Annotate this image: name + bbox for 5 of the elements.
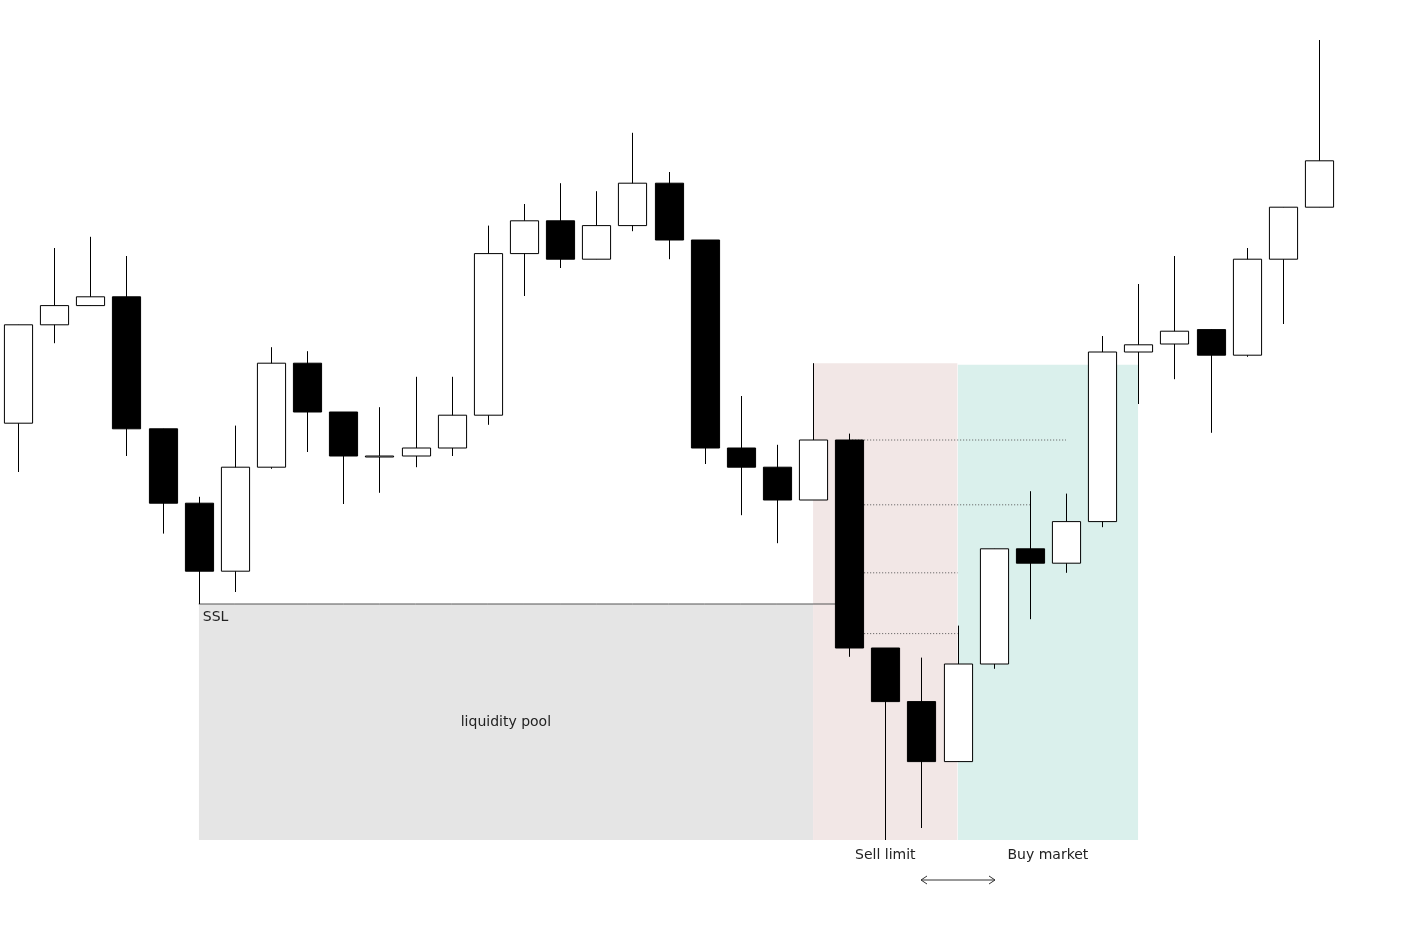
series-label: Sell limit [855, 845, 917, 862]
series-label: Buy market [1007, 845, 1089, 862]
series-label: SSL [202, 607, 229, 624]
candlestick [1015, 490, 1046, 620]
series-label: liquidity pool [460, 712, 552, 729]
